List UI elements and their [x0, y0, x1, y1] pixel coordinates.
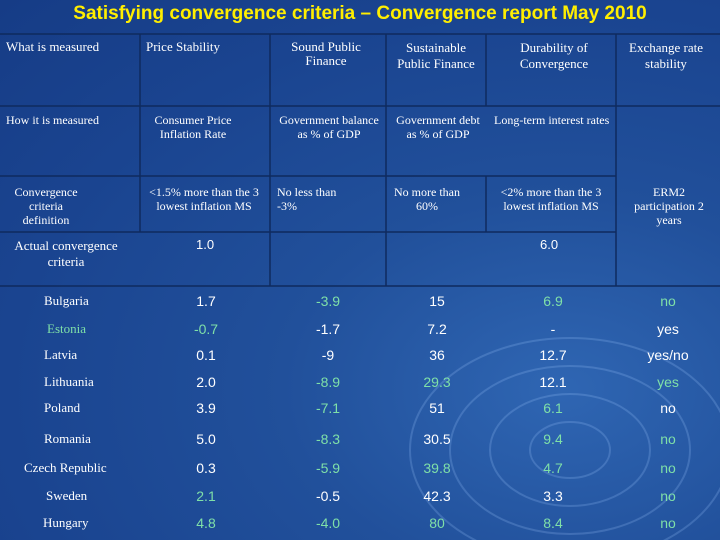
country-price-value: 1.7: [196, 293, 216, 309]
header-sound-public-finance: Sound Public Finance: [291, 39, 361, 68]
page-title: Satisfying convergence criteria – Conver…: [73, 3, 647, 24]
header-durability-convergence: Durability of Convergence: [519, 40, 589, 71]
row-label-actual-criteria: Actual convergence criteria: [14, 238, 118, 269]
country-rate-value: 6.9: [543, 293, 563, 309]
country-price-value: 0.1: [196, 347, 216, 363]
country-debt-value: 42.3: [423, 488, 451, 504]
country-erm-value: no: [660, 488, 676, 504]
country-debt-value: 36: [429, 347, 445, 363]
criteria-sound: No less than -3%: [277, 185, 337, 213]
country-name: Latvia: [44, 347, 78, 362]
how-sustainable: Government debt as % of GDP: [396, 113, 480, 141]
country-name: Estonia: [47, 321, 86, 336]
country-price-value: 4.8: [196, 515, 216, 531]
row-label-criteria-definition: Convergence criteria definition: [14, 185, 78, 227]
country-name: Poland: [44, 400, 81, 415]
country-debt-value: 29.3: [423, 374, 451, 390]
how-price: Consumer Price Inflation Rate: [154, 113, 232, 141]
country-erm-value: no: [660, 400, 676, 416]
country-erm-value: yes: [657, 374, 679, 390]
country-erm-value: no: [660, 515, 676, 531]
country-name: Sweden: [46, 488, 88, 503]
country-sound-value: -9: [321, 347, 335, 363]
header-sustainable-public-finance: Sustainable Public Finance: [397, 40, 475, 71]
country-price-value: -0.7: [193, 321, 219, 337]
country-price-value: 2.0: [196, 374, 216, 390]
header-exchange-rate-stability: Exchange rate stability: [629, 40, 703, 71]
country-rate-value: -: [550, 321, 556, 337]
country-erm-value: no: [660, 460, 676, 476]
country-rate-value: 12.1: [539, 374, 567, 390]
country-erm-value: no: [660, 431, 676, 447]
how-sound: Government balance as % of GDP: [279, 113, 379, 141]
actual-price-value: 1.0: [196, 237, 215, 252]
country-sound-value: -4.0: [315, 515, 341, 531]
country-price-value: 2.1: [196, 488, 216, 504]
country-sound-value: -3.9: [315, 293, 341, 309]
country-sound-value: -7.1: [315, 400, 341, 416]
country-name: Hungary: [43, 515, 89, 530]
header-what-measured: What is measured: [6, 39, 100, 54]
country-rate-value: 8.4: [543, 515, 563, 531]
country-price-value: 5.0: [196, 431, 216, 447]
country-price-value: 0.3: [196, 460, 216, 476]
country-debt-value: 30.5: [423, 431, 451, 447]
country-debt-value: 39.8: [423, 460, 451, 476]
country-debt-value: 51: [429, 400, 445, 416]
country-debt-value: 15: [429, 293, 445, 309]
country-name: Bulgaria: [44, 293, 89, 308]
country-debt-value: 7.2: [427, 321, 447, 337]
country-sound-value: -0.5: [315, 488, 341, 504]
country-name: Czech Republic: [24, 460, 107, 475]
country-rate-value: 9.4: [543, 431, 563, 447]
country-rate-value: 6.1: [543, 400, 563, 416]
country-debt-value: 80: [429, 515, 445, 531]
country-erm-value: yes: [657, 321, 679, 337]
actual-durability-value: 6.0: [540, 237, 559, 252]
criteria-price: <1.5% more than the 3 lowest inflation M…: [149, 185, 259, 213]
country-sound-value: -5.9: [315, 460, 341, 476]
country-erm-value: no: [660, 293, 676, 309]
background-swirl-decoration: [409, 337, 720, 540]
how-durability: Long-term interest rates: [494, 113, 610, 127]
header-price-stability: Price Stability: [146, 39, 221, 54]
country-name: Lithuania: [44, 374, 94, 389]
country-sound-value: -8.9: [315, 374, 341, 390]
country-name: Romania: [44, 431, 91, 446]
country-rate-value: 4.7: [543, 460, 563, 476]
criteria-exchange: ERM2 participation 2 years: [634, 185, 704, 227]
country-rate-value: 12.7: [539, 347, 567, 363]
criteria-sustainable: No more than 60%: [394, 185, 460, 213]
country-rate-value: 3.3: [543, 488, 563, 504]
criteria-durability: <2% more than the 3 lowest inflation MS: [500, 185, 602, 213]
country-sound-value: -8.3: [315, 431, 341, 447]
country-erm-value: yes/no: [647, 347, 689, 363]
country-sound-value: -1.7: [315, 321, 341, 337]
row-label-how-measured: How it is measured: [6, 113, 99, 127]
country-price-value: 3.9: [196, 400, 216, 416]
